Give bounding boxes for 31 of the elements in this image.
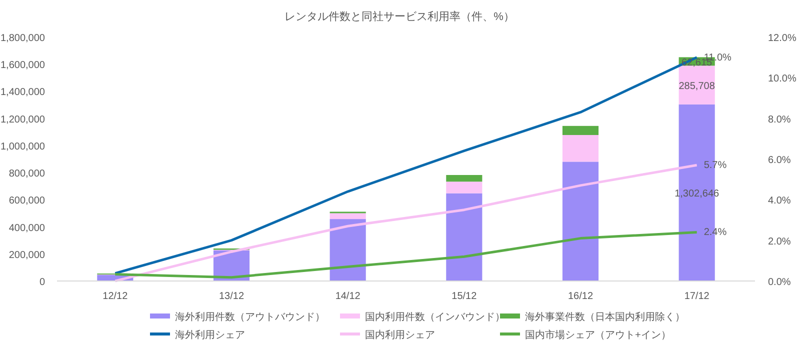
y-tick-label: 1,400,000: [0, 87, 46, 98]
y2-tick-label: 4.0%: [768, 196, 791, 207]
x-tick-label: 12/12: [102, 291, 128, 302]
legend-label: 国内利用シェア: [365, 329, 435, 341]
y-tick-label: 1,000,000: [0, 141, 46, 152]
y-tick-label: 400,000: [8, 222, 46, 234]
y2-tick-label: 0.0%: [768, 277, 791, 288]
data-label: 285,708: [678, 81, 716, 92]
y2-tick-label: 2.0%: [768, 236, 791, 248]
legend-label: 国内利用件数（インバウンド）: [365, 311, 505, 323]
x-tick-label: 16/12: [568, 291, 594, 302]
legend-label: 海外利用シェア: [175, 329, 245, 341]
chart-title: レンタル件数と同社サービス利用率（件、%）: [284, 10, 514, 23]
x-tick-label: 15/12: [452, 291, 478, 302]
y-tick-label: 1,600,000: [0, 60, 46, 72]
x-tick-label: 13/12: [218, 291, 244, 302]
y-tick-label: 800,000: [8, 168, 46, 180]
x-tick-label: 17/12: [684, 291, 710, 302]
legend-label: 国内市場シェア（アウト+イン）: [525, 329, 671, 341]
y-tick-label: 600,000: [8, 196, 46, 207]
legend-label: 海外利用件数（アウトバウンド）: [175, 311, 325, 323]
y-tick-label: 1,800,000: [0, 33, 46, 44]
y2-tick-label: 6.0%: [768, 155, 791, 166]
y2-tick-label: 8.0%: [768, 114, 791, 126]
y2-tick-label: 12.0%: [768, 33, 796, 44]
legend-label: 海外事業件数（日本国内利用除く）: [525, 311, 685, 323]
y-tick-label: 200,000: [8, 250, 46, 261]
x-tick-label: 14/12: [335, 291, 361, 302]
y2-tick-label: 10.0%: [768, 74, 796, 85]
y-tick-label: 0: [39, 277, 46, 288]
y-tick-label: 1,200,000: [0, 114, 46, 126]
